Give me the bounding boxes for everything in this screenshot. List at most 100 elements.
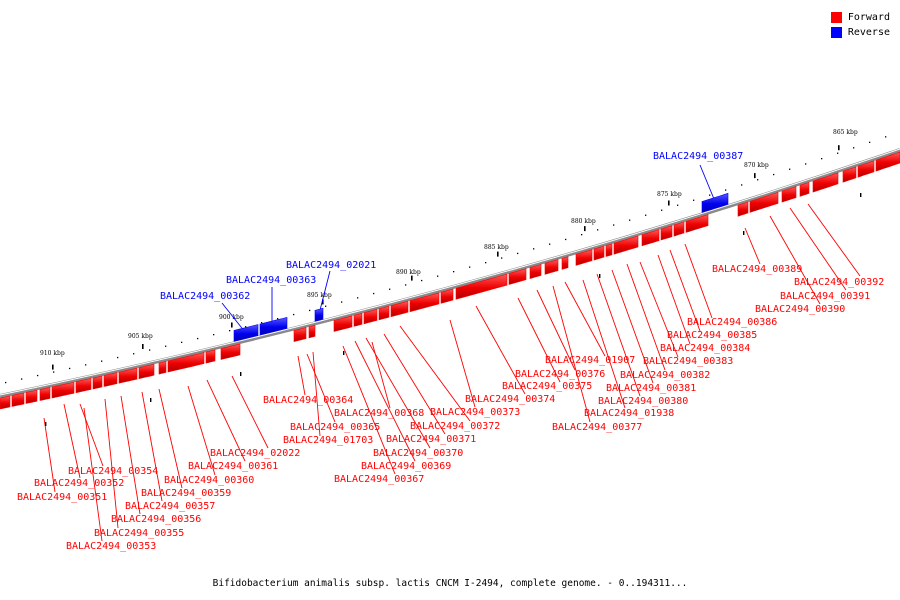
gene-arrow[interactable] — [25, 389, 38, 404]
gene-label[interactable]: BALAC2494_01938 — [584, 408, 674, 419]
gene-label[interactable]: BALAC2494_00380 — [598, 396, 688, 407]
gene-label[interactable]: BALAC2494_00363 — [226, 275, 316, 286]
gene-label[interactable]: BALAC2494_01703 — [283, 435, 373, 446]
gene-arrow[interactable] — [205, 349, 216, 364]
gene-label[interactable]: BALAC2494_00369 — [361, 461, 451, 472]
gene-arrow[interactable] — [685, 214, 709, 233]
gene-label[interactable]: BALAC2494_02022 — [210, 448, 300, 459]
gene-label[interactable]: BALAC2494_00376 — [515, 369, 605, 380]
gene-arrow[interactable] — [378, 305, 390, 321]
gene-arrow[interactable] — [259, 317, 288, 336]
gene-label[interactable]: BALAC2494_00385 — [667, 330, 757, 341]
legend-forward-label: Forward — [847, 12, 890, 23]
gene-label[interactable]: BALAC2494_00391 — [780, 291, 870, 302]
gene-label[interactable]: BALAC2494_00357 — [125, 501, 215, 512]
gene-label[interactable]: BALAC2494_00386 — [687, 317, 777, 328]
gene-arrow[interactable] — [51, 381, 75, 399]
gene-label[interactable]: BALAC2494_00383 — [643, 356, 733, 367]
gene-arrow[interactable] — [561, 256, 569, 270]
gene-arrow[interactable] — [138, 363, 155, 380]
gene-arrow[interactable] — [529, 263, 542, 279]
gene-arrow[interactable] — [314, 307, 324, 322]
gene-label[interactable]: BALAC2494_00364 — [263, 395, 353, 406]
gene-arrow[interactable] — [39, 387, 51, 401]
gene-arrow[interactable] — [575, 249, 593, 266]
gene-arrow[interactable] — [781, 186, 797, 203]
gene-arrow[interactable] — [158, 361, 167, 375]
gene-arrow[interactable] — [641, 229, 660, 247]
gene-arrow[interactable] — [737, 201, 749, 217]
gene-arrow[interactable] — [11, 392, 25, 407]
gene-label[interactable]: BALAC2494_02021 — [286, 260, 376, 271]
gene-arrow[interactable] — [118, 367, 138, 384]
gene-label[interactable]: BALAC2494_00375 — [502, 381, 592, 392]
scale-dot — [341, 301, 343, 303]
gene-arrow[interactable] — [544, 259, 559, 275]
scale-dot — [293, 313, 295, 316]
gene-arrow[interactable] — [167, 352, 205, 373]
gene-arrow[interactable] — [660, 225, 673, 241]
gene-label[interactable]: BALAC2494_00354 — [68, 466, 158, 477]
leader-line — [297, 355, 306, 396]
forward-swatch — [830, 12, 842, 23]
gene-arrow[interactable] — [409, 292, 440, 313]
gene-label[interactable]: BALAC2494_00365 — [290, 422, 380, 433]
gene-label[interactable]: BALAC2494_00371 — [386, 434, 476, 445]
gene-arrow[interactable] — [363, 309, 378, 325]
gene-label[interactable]: BALAC2494_00384 — [660, 343, 750, 354]
gene-label[interactable]: BALAC2494_00353 — [66, 541, 156, 552]
leader-line — [789, 207, 847, 291]
gene-label[interactable]: BALAC2494_00368 — [334, 408, 424, 419]
gene-label[interactable]: BALAC2494_00356 — [111, 514, 201, 525]
gene-label[interactable]: BALAC2494_00372 — [410, 421, 500, 432]
gene-arrow[interactable] — [842, 166, 857, 183]
gene-arrow[interactable] — [333, 315, 353, 332]
gene-label[interactable]: BALAC2494_00359 — [141, 488, 231, 499]
gene-label[interactable]: BALAC2494_00370 — [373, 448, 463, 459]
gene-label[interactable]: BALAC2494_00367 — [334, 474, 424, 485]
gene-label[interactable]: BALAC2494_00392 — [794, 277, 884, 288]
gene-arrow[interactable] — [103, 372, 118, 387]
gene-label[interactable]: BALAC2494_00351 — [17, 492, 107, 503]
gene-arrow[interactable] — [233, 324, 259, 342]
gene-arrow[interactable] — [799, 181, 810, 197]
gene-arrow[interactable] — [390, 300, 409, 318]
scale-tick-mark — [322, 299, 324, 305]
gene-label[interactable]: BALAC2494_00373 — [430, 407, 520, 418]
gene-arrow[interactable] — [812, 172, 839, 193]
gene-label[interactable]: BALAC2494_00362 — [160, 291, 250, 302]
gene-label[interactable]: BALAC2494_00382 — [620, 370, 710, 381]
gene-label[interactable]: BALAC2494_00381 — [606, 383, 696, 394]
gene-arrow[interactable] — [455, 273, 508, 300]
gene-arrow[interactable] — [605, 243, 613, 257]
gene-arrow[interactable] — [701, 192, 729, 213]
gene-label[interactable]: BALAC2494_00389 — [712, 264, 802, 275]
gene-arrow[interactable] — [593, 245, 605, 261]
gene-arrow[interactable] — [857, 160, 875, 178]
gene-arrow[interactable] — [293, 327, 307, 342]
gene-arrow[interactable] — [92, 375, 103, 390]
scale-dot — [37, 374, 39, 377]
gene-arrow[interactable] — [75, 378, 92, 394]
gene-arrow[interactable] — [308, 324, 316, 339]
gene-label[interactable]: BALAC2494_00352 — [34, 478, 124, 489]
gene-label[interactable]: BALAC2494_00374 — [465, 394, 555, 405]
gene-arrow[interactable] — [613, 235, 639, 255]
gene-label[interactable]: BALAC2494_00377 — [552, 422, 642, 433]
leader-line — [120, 395, 141, 515]
gene-label[interactable]: BALAC2494_00355 — [94, 528, 184, 539]
gene-arrow[interactable] — [673, 221, 685, 237]
gene-arrow[interactable] — [220, 343, 241, 360]
gene-arrow[interactable] — [875, 151, 900, 172]
gene-label[interactable]: BALAC2494_00361 — [188, 461, 278, 472]
gene-arrow[interactable] — [440, 288, 454, 304]
gene-arrow[interactable] — [353, 312, 363, 327]
gene-label[interactable]: BALAC2494_00360 — [164, 475, 254, 486]
gene-arrow[interactable] — [749, 191, 779, 213]
gene-label[interactable]: BALAC2494_00390 — [755, 304, 845, 315]
gene-arrow[interactable] — [508, 268, 527, 285]
gene-label[interactable]: BALAC2494_00387 — [653, 151, 743, 162]
gene-label[interactable]: BALAC2494_01907 — [545, 355, 635, 366]
gene-arrow[interactable] — [0, 395, 11, 410]
leader-line — [231, 375, 269, 449]
